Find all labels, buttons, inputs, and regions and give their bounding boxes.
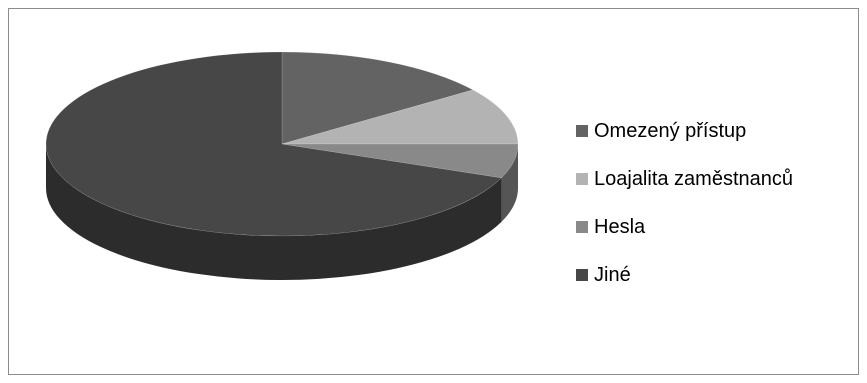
pie-slice-loajalita-zamestnancu [281, 89, 519, 145]
legend-item-loajalita-zamestnancu: Loajalita zaměstnanců [576, 167, 793, 191]
pie-side-hesla [501, 144, 518, 222]
chart-area: Omezený přístup Loajalita zaměstnanců He… [8, 8, 859, 375]
legend-item-omezeny-pristup: Omezený přístup [576, 119, 793, 143]
legend-swatch [576, 221, 588, 233]
legend-label: Omezený přístup [594, 119, 747, 142]
legend: Omezený přístup Loajalita zaměstnanců He… [576, 119, 793, 311]
legend-item-hesla: Hesla [576, 215, 793, 239]
legend-item-jine: Jiné [576, 263, 793, 287]
pie-slice-jine [45, 51, 502, 237]
pie-slice-omezeny-pristup [281, 51, 474, 145]
legend-label: Hesla [594, 215, 646, 238]
pie-slice-hesla [281, 143, 519, 179]
legend-label: Loajalita zaměstnanců [594, 167, 794, 190]
legend-swatch [576, 125, 588, 137]
legend-swatch [576, 173, 588, 185]
legend-label: Jiné [594, 263, 631, 286]
pie-side-jine [46, 144, 502, 280]
legend-swatch [576, 269, 588, 281]
pie-chart [45, 51, 519, 280]
